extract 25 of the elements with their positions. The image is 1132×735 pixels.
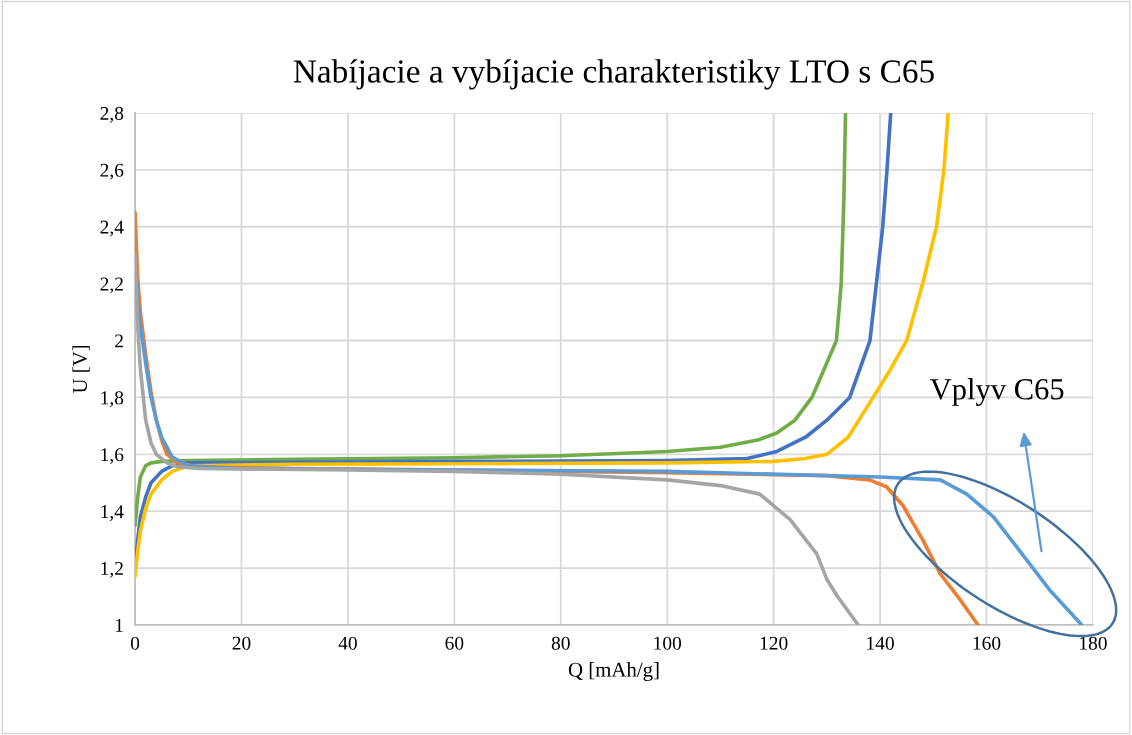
x-tick-label: 20 [232,636,251,650]
y-tick-label: 1,2 [101,561,123,578]
x-tick-label: 100 [654,636,682,650]
x-tick-label: 140 [867,636,894,650]
x-tick-label: 80 [551,636,570,650]
x-tick-label: 160 [973,636,1001,650]
y-tick-label: 1,4 [101,505,124,521]
x-axis-title: Q [mAh/g] [568,662,659,681]
x-tick-label: 60 [445,636,464,650]
y-tick-label: 2,6 [100,163,124,180]
y-tick-label: 1 [115,618,123,632]
y-tick-label: 2,4 [100,220,124,237]
x-tick-label: 40 [338,636,357,650]
x-tick-label: 0 [130,636,140,650]
y-tick-label: 2,2 [100,277,123,294]
x-tick-label: 180 [1080,636,1107,650]
y-tick-label: 2 [115,334,123,348]
y-tick-label: 2,8 [100,106,124,123]
y-tick-label: 1,8 [101,391,124,408]
annotation: Vplyv C65 [930,378,1064,406]
chart-title: Nabíjacie a vybíjacie charakteristiky LTO s C65 [293,59,934,90]
line-series [135,253,861,625]
y-axis-title: U [V] [72,345,90,394]
y-tick-label: 1,6 [101,448,124,465]
x-tick-label: 120 [760,636,788,650]
